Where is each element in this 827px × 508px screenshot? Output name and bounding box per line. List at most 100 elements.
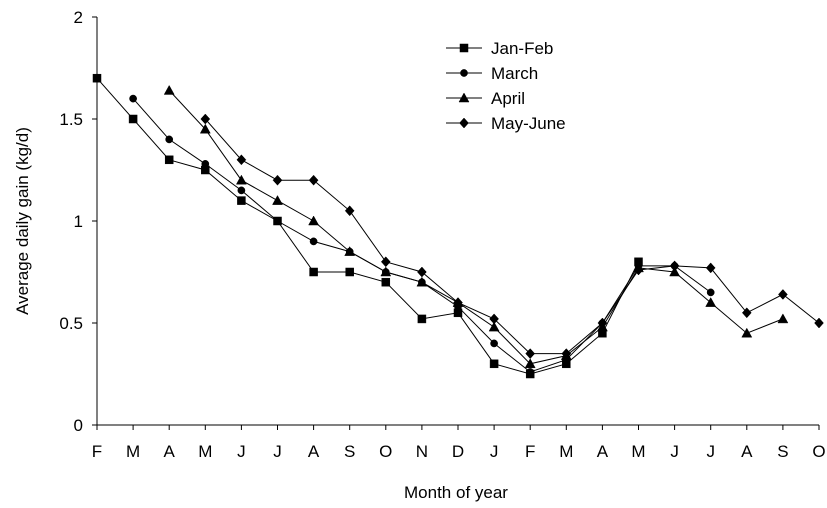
point-circle bbox=[309, 237, 318, 246]
point-square bbox=[381, 277, 391, 287]
point-square bbox=[417, 314, 427, 324]
point-triangle bbox=[199, 123, 211, 134]
point-triangle bbox=[163, 84, 175, 95]
x-tick-label: M bbox=[631, 442, 645, 461]
point-diamond bbox=[525, 348, 536, 359]
y-axis-title: Average daily gain (kg/d) bbox=[13, 127, 32, 315]
y-tick-label: 0 bbox=[74, 416, 83, 435]
y-tick-label: 2 bbox=[74, 8, 83, 27]
point-circle bbox=[165, 135, 174, 144]
point-triangle bbox=[380, 266, 392, 277]
x-tick-label: A bbox=[308, 442, 320, 461]
series-group bbox=[92, 73, 824, 379]
series-line bbox=[168, 90, 784, 365]
x-tick-label: M bbox=[198, 442, 212, 461]
point-circle bbox=[706, 288, 715, 297]
point-square bbox=[92, 73, 102, 83]
x-tick-label: O bbox=[379, 442, 392, 461]
x-tick-label: M bbox=[126, 442, 140, 461]
point-triangle bbox=[524, 358, 536, 369]
x-tick-label: N bbox=[416, 442, 428, 461]
point-triangle bbox=[488, 321, 500, 332]
point-diamond bbox=[272, 174, 283, 186]
point-diamond bbox=[778, 289, 788, 300]
legend: Jan-Feb March April May-June bbox=[446, 39, 566, 133]
point-triangle bbox=[272, 195, 283, 205]
point-circle bbox=[490, 339, 498, 348]
point-triangle bbox=[344, 246, 356, 256]
point-diamond bbox=[705, 262, 716, 274]
series-jan-feb bbox=[92, 73, 643, 379]
legend-label: May-June bbox=[491, 114, 566, 133]
point-diamond bbox=[741, 307, 752, 319]
y-tick-label: 0.5 bbox=[59, 314, 83, 333]
point-diamond bbox=[236, 154, 247, 166]
legend-item: Jan-Feb bbox=[446, 39, 553, 58]
x-tick-label: J bbox=[490, 442, 499, 461]
point-circle bbox=[201, 160, 210, 168]
point-diamond bbox=[669, 260, 680, 272]
point-diamond bbox=[453, 297, 463, 308]
series-may-june bbox=[200, 113, 824, 359]
point-diamond bbox=[633, 264, 644, 276]
x-tick-label: A bbox=[597, 442, 609, 461]
y-tick-label: 1 bbox=[74, 212, 83, 231]
x-tick-label: J bbox=[237, 442, 246, 461]
y-tick-label: 1.5 bbox=[59, 110, 83, 129]
point-square bbox=[345, 267, 354, 277]
legend-item: April bbox=[446, 89, 525, 108]
point-circle bbox=[237, 186, 246, 195]
x-tick-label: M bbox=[559, 442, 573, 461]
x-tick-label: S bbox=[777, 442, 788, 461]
point-triangle bbox=[458, 92, 470, 103]
point-square bbox=[489, 359, 499, 369]
point-triangle bbox=[416, 276, 428, 287]
point-diamond bbox=[308, 174, 319, 186]
point-diamond bbox=[417, 266, 427, 278]
x-tick-label: J bbox=[670, 442, 679, 461]
series-line bbox=[132, 98, 711, 373]
x-tick-label: J bbox=[706, 442, 715, 461]
series-march bbox=[129, 94, 715, 376]
point-square bbox=[237, 196, 246, 205]
legend-label: March bbox=[491, 64, 538, 83]
x-tick-label: J bbox=[273, 442, 282, 461]
legend-label: Jan-Feb bbox=[491, 39, 553, 58]
legend-label: April bbox=[491, 89, 525, 108]
series-line bbox=[96, 77, 639, 375]
point-square bbox=[164, 155, 174, 165]
point-diamond bbox=[200, 113, 211, 125]
x-axis-title: Month of year bbox=[404, 483, 508, 502]
point-square bbox=[309, 267, 318, 277]
axes: 0 0.5 1 1.5 2 F M A M J J A S O N D J F M A M J J A S O bbox=[59, 8, 825, 461]
point-circle bbox=[129, 94, 137, 103]
point-triangle bbox=[308, 215, 320, 226]
point-square bbox=[128, 114, 138, 124]
point-triangle bbox=[669, 266, 681, 277]
point-diamond bbox=[561, 348, 572, 359]
x-tick-label: O bbox=[812, 442, 825, 461]
series-line bbox=[204, 118, 820, 355]
point-diamond bbox=[344, 205, 355, 217]
point-diamond bbox=[489, 313, 499, 325]
point-circle bbox=[526, 368, 535, 376]
point-square bbox=[459, 43, 469, 53]
legend-item: May-June bbox=[446, 114, 566, 133]
point-diamond bbox=[814, 317, 824, 329]
point-triangle bbox=[741, 327, 753, 338]
point-circle bbox=[460, 69, 468, 77]
x-tick-label: A bbox=[741, 442, 753, 461]
point-diamond bbox=[459, 117, 469, 129]
x-tick-label: F bbox=[92, 442, 102, 461]
point-triangle bbox=[705, 297, 717, 307]
point-triangle bbox=[777, 313, 789, 324]
point-diamond bbox=[380, 256, 391, 268]
point-diamond bbox=[597, 317, 608, 329]
x-tick-label: S bbox=[344, 442, 355, 461]
point-circle bbox=[273, 217, 282, 225]
legend-item: March bbox=[446, 64, 538, 83]
x-tick-label: D bbox=[452, 442, 464, 461]
x-tick-label: A bbox=[164, 442, 176, 461]
point-triangle bbox=[235, 174, 247, 185]
